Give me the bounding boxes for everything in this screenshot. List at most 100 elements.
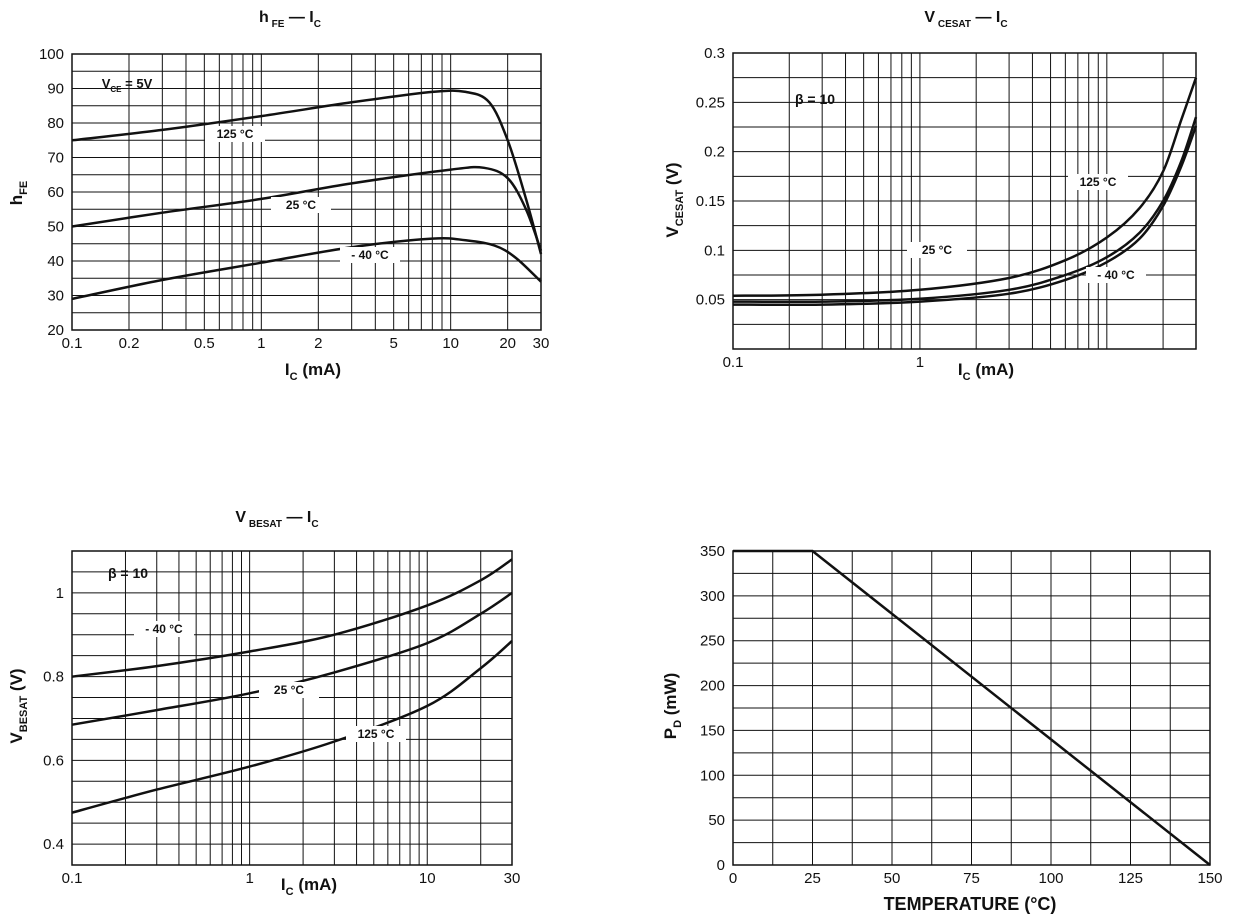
y-axis-label-part: V	[663, 226, 682, 238]
y-tick-label: 0.6	[43, 752, 64, 769]
x-tick-label: 125	[1118, 870, 1143, 887]
y-axis-label-part: BESAT	[18, 696, 30, 733]
curve-label-bg	[134, 621, 194, 637]
y-tick-label: 50	[47, 219, 64, 236]
x-axis-label-part: I	[285, 360, 290, 379]
y-tick-label: 30	[47, 288, 64, 305]
x-tick-label: 150	[1197, 870, 1222, 887]
y-axis-label: VBESAT (V)	[7, 668, 30, 743]
y-axis-label-part: (V)	[7, 668, 26, 695]
series-label: - 40 °C	[1097, 268, 1135, 282]
x-axis-label-part: I	[958, 360, 963, 379]
annotation-vce: VCE = 5V	[102, 76, 153, 94]
x-tick-label: 20	[499, 335, 516, 352]
curve-label-bg	[1068, 174, 1128, 190]
x-tick-label: 25	[804, 870, 821, 887]
y-tick-label: 80	[47, 115, 64, 132]
series-label: 125 °C	[358, 727, 395, 741]
y-tick-label: 200	[700, 678, 725, 695]
chart-title-part: h	[259, 9, 269, 26]
chart-title: V BESAT — IC	[235, 509, 318, 530]
x-tick-label: 10	[419, 870, 436, 887]
y-tick-label: 0.8	[43, 669, 64, 686]
y-tick-label: 60	[47, 184, 64, 201]
x-axis-label: IC (mA)	[958, 360, 1014, 383]
annotation-vce-part: V	[102, 76, 111, 91]
series-line	[71, 558, 513, 678]
annotation-beta: β = 10	[108, 565, 148, 581]
y-axis-label: VCESAT (V)	[663, 162, 686, 237]
y-tick-label: 350	[700, 543, 725, 560]
y-tick-label: 250	[700, 633, 725, 650]
x-axis-label-part: (mA)	[294, 875, 337, 894]
y-axis-label-part: V	[7, 732, 26, 744]
chart-vbesat: 0.1 1 10 30 0.4 0.6 0.8 1	[43, 550, 520, 887]
x-tick-label: 30	[533, 335, 550, 352]
y-tick-label: 0	[717, 857, 725, 874]
curve-label-bg	[907, 242, 967, 258]
x-axis-label-part: I	[281, 875, 286, 894]
chart-title-part: CESAT	[935, 19, 971, 30]
x-tick-label: 0.1	[62, 335, 83, 352]
x-tick-label: 1	[916, 354, 924, 371]
y-tick-label: 20	[47, 322, 64, 339]
x-axis-label-part: C	[290, 371, 298, 383]
y-axis-label-part: CESAT	[674, 190, 686, 227]
y-tick-label: 100	[700, 767, 725, 784]
chart-title-part: C	[1000, 19, 1007, 30]
chart-title: V CESAT — IC	[924, 9, 1007, 30]
x-axis-label-part: C	[286, 886, 294, 898]
y-tick-label: 0.4	[43, 836, 64, 853]
y-axis-label-part: (mW)	[661, 673, 680, 720]
series-line	[71, 591, 513, 726]
series-line	[71, 236, 542, 301]
y-tick-label: 40	[47, 253, 64, 270]
x-axis-label: TEMPERATURE (°C)	[884, 894, 1057, 914]
x-axis-label: IC (mA)	[281, 875, 337, 898]
y-tick-label: 0.05	[696, 292, 725, 309]
curve-label-bg	[340, 247, 400, 263]
curve-label-bg	[1086, 267, 1146, 283]
chart-title-part: C	[311, 519, 318, 530]
y-axis-label-part: D	[672, 720, 684, 728]
series-label: - 40 °C	[351, 248, 389, 262]
series-line	[733, 549, 1211, 866]
x-tick-label: 100	[1038, 870, 1063, 887]
series-line	[732, 77, 1198, 297]
y-axis-label: PD (mW)	[661, 673, 684, 740]
chart-title-part: V	[235, 509, 246, 526]
annotation-beta: β = 10	[795, 91, 835, 107]
x-tick-label: 0.1	[62, 870, 83, 887]
x-tick-label: 75	[963, 870, 980, 887]
series-label: 25 °C	[286, 198, 316, 212]
chart-title-part: — I	[284, 9, 313, 26]
curve-label-bg	[271, 197, 331, 213]
chart-title-part: — I	[971, 9, 1000, 26]
plot-frame	[732, 550, 1211, 866]
series-line	[71, 640, 513, 814]
y-tick-label: 100	[39, 46, 64, 63]
y-tick-label: 70	[47, 150, 64, 167]
chart-title-part: — I	[282, 509, 311, 526]
x-tick-label: 1	[245, 870, 253, 887]
series-line	[71, 89, 543, 255]
chart-title-part: BESAT	[246, 519, 282, 530]
series-label: 25 °C	[922, 243, 952, 257]
x-tick-label: 0.5	[194, 335, 215, 352]
y-axis-label-part: FE	[18, 181, 30, 195]
x-tick-label: 0.2	[119, 335, 140, 352]
chart-pd: 0 25 50 75 100 125 150 0 50 100 150 200 250 300 350	[700, 543, 1223, 887]
x-tick-label: 1	[257, 335, 265, 352]
y-tick-label: 150	[700, 722, 725, 739]
curve-label-bg	[259, 682, 319, 698]
x-axis-label-part: (mA)	[971, 360, 1014, 379]
x-tick-label: 2	[314, 335, 322, 352]
y-tick-label: 0.2	[704, 144, 725, 161]
plot-frame	[71, 550, 513, 866]
x-tick-label: 5	[389, 335, 397, 352]
y-tick-label: 0.25	[696, 94, 725, 111]
chart-title: h FE — IC	[259, 9, 321, 30]
series-label: 125 °C	[1080, 175, 1117, 189]
y-tick-label: 0.3	[704, 45, 725, 62]
